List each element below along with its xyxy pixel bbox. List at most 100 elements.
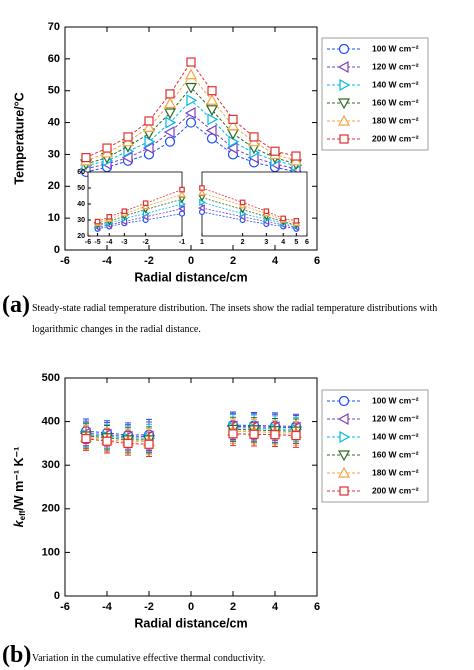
inset-x-tick-label: -5 [94, 239, 100, 246]
inset-marker [142, 200, 149, 207]
marker [184, 68, 198, 80]
inset-marker [121, 208, 128, 215]
x-tick-label: -2 [144, 255, 154, 267]
inset-line [97, 208, 183, 228]
inset-x-tick-label: -2 [143, 239, 149, 246]
y-axis-label: keff/W m⁻¹ K⁻¹ [12, 447, 27, 528]
marker [121, 151, 133, 164]
legend-marker [339, 78, 351, 92]
marker [291, 430, 301, 441]
marker [205, 94, 219, 105]
marker [184, 106, 196, 120]
x-tick-label: 2 [230, 601, 236, 613]
inset-x-tick-label: 2 [241, 239, 245, 246]
x-axis-label: Radial distance/cm [134, 616, 247, 630]
marker [123, 438, 133, 448]
x-tick-label: -2 [144, 601, 154, 613]
inset-x-tick-label: 1 [200, 239, 204, 246]
marker [142, 121, 156, 132]
marker [163, 108, 177, 120]
y-tick-label: 500 [42, 372, 60, 384]
inset-x-tick-label: -4 [106, 239, 112, 246]
legend-label: 120 W cm⁻² [372, 61, 419, 71]
series-line [85, 121, 297, 173]
marker [81, 153, 91, 163]
inset-marker [280, 215, 287, 222]
y-tick-label: 0 [54, 590, 60, 602]
y-axis-label-part: k [12, 519, 26, 527]
marker [144, 135, 156, 148]
inset-y-tick-label: 60 [77, 169, 85, 176]
inset-y-tick-label: 30 [77, 217, 85, 224]
y-tick-label: 20 [48, 180, 60, 192]
inset-y-tick-label: 20 [77, 233, 85, 240]
marker [186, 94, 198, 107]
inset-marker [178, 205, 185, 213]
marker [228, 135, 240, 148]
x-tick-label: -4 [102, 255, 113, 267]
plot-frame [64, 377, 318, 597]
marker [164, 136, 176, 147]
legend-label: 200 W cm⁻² [372, 133, 419, 143]
marker [249, 429, 259, 439]
x-tick-label: -6 [60, 255, 70, 267]
inset-marker [239, 199, 246, 206]
inset-y-tick-label: 40 [77, 201, 85, 208]
legend-marker [337, 98, 351, 110]
y-tick-label: 50 [48, 85, 60, 97]
inset-x-tick-label: 5 [294, 239, 298, 246]
series-line [85, 433, 297, 445]
marker [186, 57, 196, 67]
inset-line [97, 203, 183, 226]
legend-frame [321, 389, 429, 503]
legend-label: 140 W cm⁻² [372, 79, 419, 89]
legend-marker [339, 134, 349, 144]
marker [291, 151, 301, 161]
y-tick-label: 10 [48, 212, 60, 224]
inset-marker [263, 208, 270, 215]
legend-label: 160 W cm⁻² [372, 97, 419, 107]
y-tick-label: 300 [42, 459, 60, 471]
legend-label: 180 W cm⁻² [372, 115, 419, 125]
x-tick-label: 2 [230, 255, 236, 267]
marker [102, 143, 112, 153]
legend-label: 120 W cm⁻² [372, 413, 419, 423]
caption: Steady-state radial temperature distribu… [32, 303, 438, 335]
y-axis-label-part: /W m⁻¹ K⁻¹ [12, 447, 26, 511]
caption: Variation in the cumulative effective th… [32, 653, 266, 664]
y-axis-label: Temperature/°C [12, 92, 26, 184]
marker [81, 434, 91, 444]
marker [207, 113, 219, 126]
legend-marker [338, 43, 350, 55]
x-tick-label: 0 [188, 601, 194, 613]
inset-marker [198, 188, 206, 196]
marker [270, 430, 280, 440]
x-tick-label: 6 [314, 255, 320, 267]
inset-x-tick-label: 6 [305, 239, 309, 246]
legend-label: 100 W cm⁻² [372, 395, 419, 405]
marker [165, 89, 175, 99]
y-tick-label: 30 [48, 148, 60, 160]
legend-label: 140 W cm⁻² [372, 431, 419, 441]
legend-marker [337, 114, 351, 126]
legend-marker [337, 450, 351, 462]
inset-marker [238, 201, 247, 209]
legend-frame [321, 37, 429, 151]
inset-x-tick-label: -6 [85, 239, 91, 246]
marker [207, 86, 217, 96]
marker [144, 116, 154, 126]
y-tick-label: 200 [42, 503, 60, 515]
legend-marker [337, 60, 349, 74]
inset-line [97, 213, 183, 230]
inset-x-tick-label: -3 [121, 239, 127, 246]
x-axis-label: Radial distance/cm [134, 270, 247, 284]
inset-marker [178, 190, 186, 198]
x-tick-label: 4 [272, 601, 279, 613]
marker [206, 133, 218, 144]
marker [102, 436, 112, 446]
legend-marker [337, 466, 351, 478]
x-tick-label: 0 [188, 255, 194, 267]
marker [184, 82, 198, 94]
series-line [85, 425, 297, 438]
